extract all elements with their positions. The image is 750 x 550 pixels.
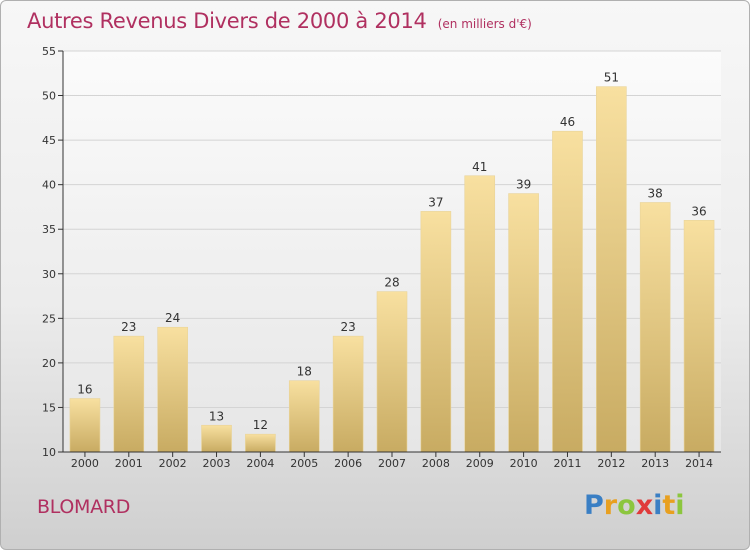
y-tick-label: 45 xyxy=(42,134,56,147)
data-label: 38 xyxy=(648,186,663,200)
data-label: 46 xyxy=(560,115,575,129)
logo-letter: i xyxy=(675,490,685,521)
y-tick-label: 55 xyxy=(42,45,56,58)
title-row: Autres Revenus Divers de 2000 à 2014 (en… xyxy=(27,9,532,33)
x-tick-label: 2014 xyxy=(685,457,713,470)
logo-letter: t xyxy=(662,490,676,521)
x-tick-label: 2008 xyxy=(422,457,450,470)
data-label: 16 xyxy=(77,383,92,397)
data-label: 28 xyxy=(384,276,399,290)
x-tick-label: 2005 xyxy=(290,457,318,470)
data-label: 36 xyxy=(691,204,706,218)
data-label: 41 xyxy=(472,160,487,174)
y-tick-label: 35 xyxy=(42,223,56,236)
x-tick-label: 2009 xyxy=(466,457,494,470)
logo-letter: P xyxy=(584,490,604,521)
data-label: 51 xyxy=(604,71,619,85)
x-tick-label: 2010 xyxy=(510,457,538,470)
y-tick-label: 10 xyxy=(42,446,56,459)
x-tick-label: 2003 xyxy=(203,457,231,470)
data-label: 12 xyxy=(253,418,268,432)
bar xyxy=(683,220,715,453)
bar xyxy=(420,211,452,453)
bar xyxy=(332,335,364,453)
chart-unit-note: (en milliers d'€) xyxy=(437,17,532,31)
x-tick-label: 2004 xyxy=(246,457,274,470)
x-tick-label: 2011 xyxy=(553,457,581,470)
y-tick-label: 15 xyxy=(42,401,56,414)
bar xyxy=(113,335,145,453)
y-tick-label: 50 xyxy=(42,90,56,103)
bar xyxy=(288,380,320,453)
bar xyxy=(376,291,408,453)
bar xyxy=(596,86,627,453)
y-tick-label: 30 xyxy=(42,268,56,281)
chart-title: Autres Revenus Divers de 2000 à 2014 xyxy=(27,9,427,33)
bar xyxy=(508,193,539,453)
y-tick-label: 25 xyxy=(42,312,56,325)
logo-letter: i xyxy=(653,490,663,521)
x-tick-label: 2012 xyxy=(597,457,625,470)
data-label: 24 xyxy=(165,311,180,325)
bar xyxy=(69,398,101,453)
data-label: 23 xyxy=(121,320,136,334)
x-tick-label: 2006 xyxy=(334,457,362,470)
y-tick-label: 20 xyxy=(42,357,56,370)
x-tick-label: 2000 xyxy=(71,457,99,470)
bar xyxy=(157,326,188,453)
x-tick-label: 2007 xyxy=(378,457,406,470)
bar xyxy=(201,424,232,453)
bar xyxy=(245,433,276,453)
data-label: 39 xyxy=(516,178,531,192)
bar xyxy=(464,175,496,453)
data-label: 13 xyxy=(209,409,224,423)
x-tick-label: 2013 xyxy=(641,457,669,470)
bar xyxy=(552,130,583,453)
data-label: 37 xyxy=(428,195,443,209)
logo-letter: x xyxy=(635,490,654,521)
logo-letter: r xyxy=(603,490,618,521)
commune-name: BLOMARD xyxy=(37,496,131,518)
bar xyxy=(639,202,671,453)
logo-letter: o xyxy=(617,490,636,521)
data-label: 18 xyxy=(297,365,312,379)
y-tick-label: 40 xyxy=(42,179,56,192)
data-label: 23 xyxy=(340,320,355,334)
x-tick-label: 2002 xyxy=(159,457,187,470)
x-tick-label: 2001 xyxy=(115,457,143,470)
proxiti-logo[interactable]: Proxiti xyxy=(584,490,685,521)
